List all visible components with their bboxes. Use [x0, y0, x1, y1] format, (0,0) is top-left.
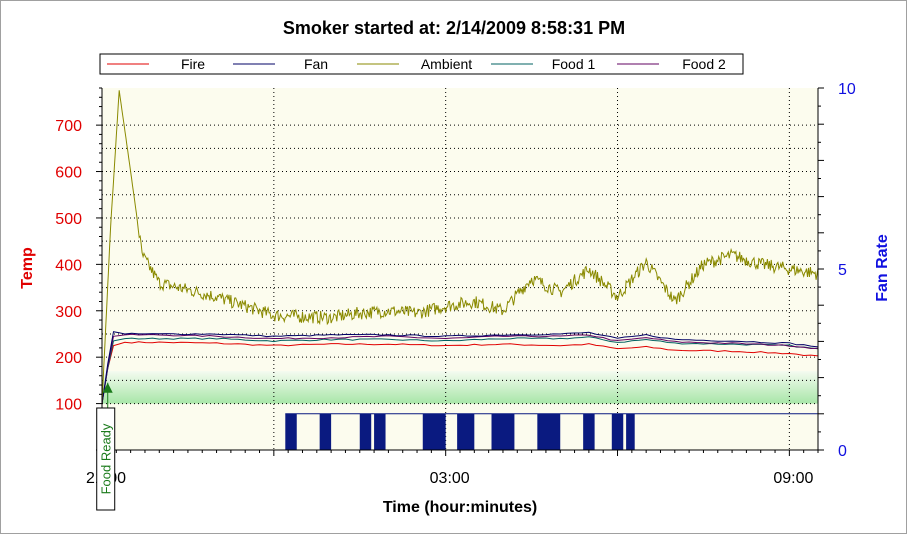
y-tick-label: 400 [55, 257, 82, 274]
y2-tick-label: 5 [838, 262, 847, 279]
food-ready-band [102, 371, 818, 404]
chart-title: Smoker started at: 2/14/2009 8:58:31 PM [283, 18, 625, 38]
fan-bar [537, 413, 561, 450]
fan-bar [319, 413, 332, 450]
y-axis-title: Temp [19, 247, 36, 289]
legend: Fire Fan Ambient Food 1 Food 2 [99, 53, 744, 75]
fan-bar [457, 413, 475, 450]
y2-axis-title: Fan Rate [874, 234, 891, 302]
y-tick-label: 500 [55, 211, 82, 228]
fan-bar [359, 413, 372, 450]
ambient-series-line [102, 90, 818, 404]
fan-series-line [102, 331, 818, 404]
fan-bar [583, 413, 595, 450]
fan-bar [285, 413, 297, 450]
food-ready-arrow-icon [102, 382, 113, 393]
series-group [102, 90, 818, 450]
fan-bar [491, 413, 515, 450]
food-ready-label: Food Ready [99, 423, 114, 494]
x-axis-title: Time (hour:minutes) [383, 499, 537, 516]
y-tick-label: 100 [55, 397, 82, 414]
y-tick-label: 700 [55, 118, 82, 135]
x-tick-label: 03:00 [430, 470, 470, 487]
y-tick-label: 300 [55, 304, 82, 321]
fan-bar [422, 413, 446, 450]
y-tick-label: 600 [55, 165, 82, 182]
legend-box [99, 53, 744, 75]
x-tick-label: 09:00 [773, 470, 813, 487]
legend-entry: Fan [304, 56, 328, 72]
food-ready-label-box [96, 407, 116, 511]
fan-bar [611, 413, 624, 450]
fan-bar [626, 413, 635, 450]
legend-entry: Fire [181, 56, 205, 72]
legend-entry: Food 1 [552, 56, 596, 72]
y-tick-label: 200 [55, 350, 82, 367]
y2-tick-label: 0 [838, 443, 847, 460]
plot-area: 100200300400500600700051021:0003:0009:00… [55, 81, 856, 511]
legend-entry: Food 2 [682, 56, 726, 72]
legend-entry: Ambient [421, 56, 472, 72]
food1-series-line [102, 336, 818, 404]
y2-tick-label: 10 [838, 81, 856, 98]
food2-series-line [102, 333, 818, 404]
fire-series-line [102, 341, 818, 404]
fan-bar [374, 413, 386, 450]
